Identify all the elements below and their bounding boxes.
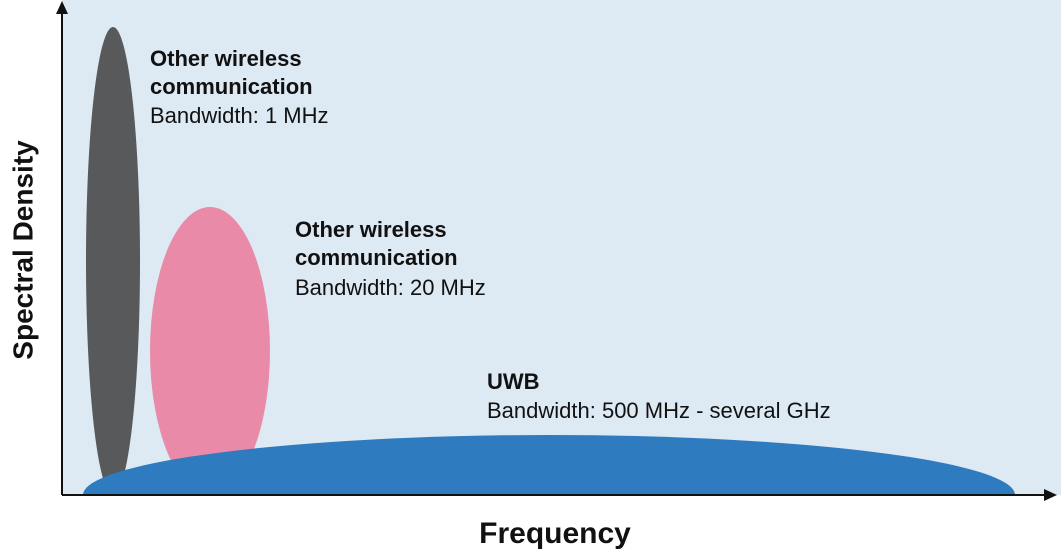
wideband-signal xyxy=(150,207,270,495)
signal-title: communication xyxy=(295,245,458,270)
signal-bandwidth: Bandwidth: 1 MHz xyxy=(150,103,329,128)
x-axis-arrow xyxy=(1044,489,1057,501)
y-axis-arrow xyxy=(56,1,68,14)
signal-title: Other wireless xyxy=(295,217,447,242)
signal-bandwidth: Bandwidth: 500 MHz - several GHz xyxy=(487,398,831,423)
uwb-signal xyxy=(83,435,1015,495)
x-axis-label: Frequency xyxy=(479,517,631,550)
signal-title: UWB xyxy=(487,369,540,394)
signal-title: communication xyxy=(150,74,313,99)
signal-bandwidth: Bandwidth: 20 MHz xyxy=(295,275,486,300)
narrowband-signal xyxy=(86,27,140,495)
y-axis-label: Spectral Density xyxy=(7,140,38,360)
signal-title: Other wireless xyxy=(150,46,302,71)
